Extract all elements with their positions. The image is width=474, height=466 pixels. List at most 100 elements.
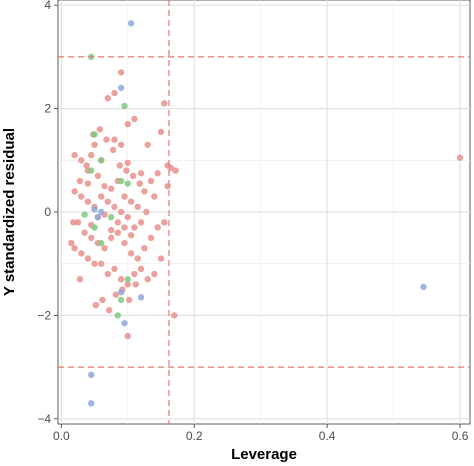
data-point-red: [121, 193, 128, 200]
data-point-red: [107, 234, 115, 242]
x-tick-label: 0.2: [186, 429, 203, 443]
data-point-red: [109, 146, 117, 154]
data-point-green: [114, 312, 122, 319]
data-point-red: [97, 260, 105, 267]
x-axis-title: Leverage: [231, 446, 297, 463]
data-point-red: [71, 151, 78, 159]
data-point-red: [129, 172, 137, 180]
data-point-red: [157, 255, 165, 262]
data-point-red: [112, 291, 120, 298]
data-point-red: [111, 136, 118, 143]
data-point-red: [131, 115, 138, 123]
data-point-blue: [88, 400, 95, 407]
data-point-red: [124, 332, 131, 340]
data-point-red: [124, 159, 131, 167]
data-point-red: [171, 312, 178, 319]
data-point-red: [134, 255, 141, 262]
x-tick-label: 0.4: [319, 429, 336, 443]
data-point-red: [101, 244, 108, 252]
data-point-red: [78, 157, 85, 164]
data-point-red: [71, 188, 78, 195]
data-point-red: [111, 89, 118, 97]
data-point-red: [121, 224, 128, 231]
data-point-blue: [94, 213, 102, 221]
data-point-red: [117, 208, 125, 216]
data-point-red: [134, 203, 141, 211]
data-point-red: [114, 229, 122, 236]
data-point-red: [107, 185, 115, 192]
data-point-red: [104, 95, 112, 102]
data-point-red: [132, 281, 139, 288]
data-point-red: [117, 276, 125, 283]
x-tick-label: 0.0: [53, 429, 70, 443]
data-point-red: [164, 182, 171, 190]
data-point-red: [151, 270, 158, 278]
data-point-red: [127, 198, 135, 205]
data-point-red: [137, 170, 145, 177]
grid-lines: [58, 0, 470, 424]
data-point-red: [76, 177, 84, 185]
x-tick-label: 0.6: [452, 429, 469, 443]
data-point-red: [104, 198, 112, 205]
data-point-red: [154, 170, 161, 177]
data-point-red: [111, 265, 118, 273]
data-point-red: [161, 100, 168, 107]
y-axis-title: Y standardized residual: [1, 128, 18, 296]
data-point-red: [83, 162, 90, 169]
data-point-red: [172, 167, 179, 174]
data-point-red: [70, 219, 77, 226]
data-point-blue: [420, 283, 427, 291]
data-point-red: [88, 234, 95, 242]
data-point-red: [125, 296, 133, 304]
data-point-red: [71, 244, 78, 252]
data-point-red: [144, 276, 151, 283]
data-point-red: [123, 167, 130, 174]
data-point-green: [88, 167, 95, 174]
data-point-red: [68, 239, 75, 247]
data-point-red: [114, 219, 122, 226]
data-point-red: [78, 193, 85, 200]
data-point-blue: [88, 371, 95, 379]
data-point-red: [151, 193, 158, 200]
data-point-red: [96, 126, 104, 133]
y-tick-label: 0: [44, 205, 51, 219]
data-point-blue: [127, 20, 135, 27]
data-point-red: [91, 141, 98, 148]
data-point-green: [81, 211, 88, 218]
y-tick-label: 2: [44, 102, 51, 116]
data-point-red: [78, 250, 85, 257]
data-point-red: [141, 244, 148, 252]
data-point-green: [97, 239, 105, 247]
y-tick-label: −2: [37, 308, 51, 322]
data-point-blue: [121, 319, 128, 327]
data-point-red: [84, 198, 92, 205]
data-point-blue: [117, 84, 125, 92]
x-axis-ticks: 0.0 0.2 0.4 0.6: [53, 424, 469, 443]
data-point-red: [88, 151, 95, 159]
data-point-red: [124, 120, 131, 128]
data-point-green: [117, 296, 125, 304]
data-point-red: [91, 260, 98, 267]
data-point-red: [143, 208, 150, 216]
data-point-red: [117, 141, 125, 148]
data-point-red: [84, 255, 92, 262]
data-point-red: [97, 193, 105, 200]
data-point-red: [84, 180, 92, 187]
data-point-red: [127, 250, 135, 257]
data-point-red: [99, 296, 106, 304]
data-point-red: [456, 154, 464, 161]
data-point-red: [107, 226, 115, 234]
data-point-red: [137, 265, 145, 273]
data-point-red: [131, 224, 138, 231]
data-point-blue: [97, 208, 105, 216]
data-point-blue: [137, 294, 145, 301]
data-point-red: [136, 180, 143, 187]
data-point-red: [74, 219, 82, 226]
reference-lines: [58, 0, 470, 424]
data-point-red: [147, 177, 155, 185]
data-point-blue: [91, 206, 98, 213]
data-point-red: [147, 234, 155, 242]
data-point-red: [121, 239, 128, 247]
data-point-red: [154, 224, 161, 231]
data-point-red: [111, 203, 118, 211]
